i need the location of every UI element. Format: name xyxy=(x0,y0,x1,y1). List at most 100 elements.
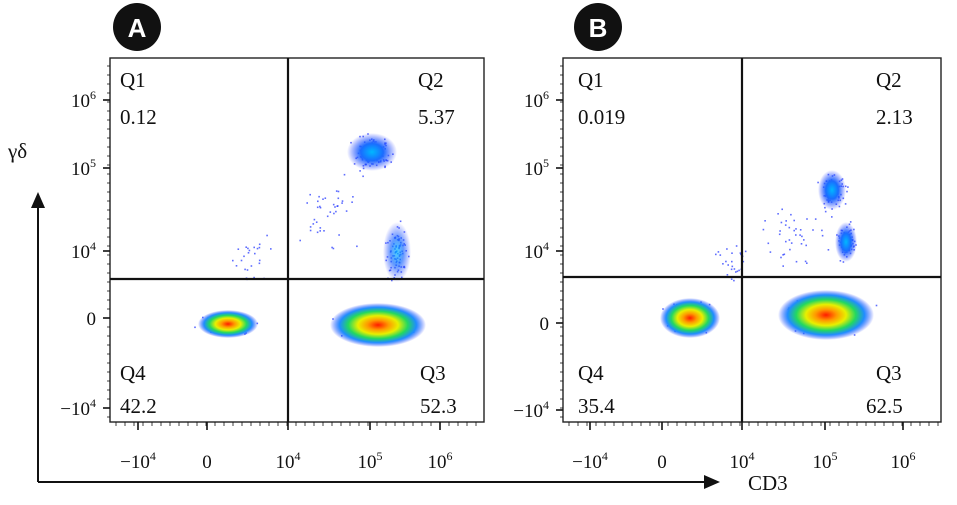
event-dot xyxy=(800,243,803,245)
event-dot xyxy=(359,170,361,172)
event-dot xyxy=(801,235,803,238)
panel-a-badge xyxy=(113,3,161,51)
event-dot xyxy=(343,173,346,176)
panel-a-plot-frame xyxy=(109,57,485,423)
event-dot xyxy=(788,239,791,241)
event-dot xyxy=(258,243,261,246)
panel-b-population-double-negative xyxy=(660,298,720,338)
event-dot xyxy=(767,242,770,245)
event-dot xyxy=(331,246,333,249)
panel-a-x-tick-label: 105 xyxy=(358,449,383,473)
event-dot xyxy=(715,253,717,256)
event-dot xyxy=(804,260,807,263)
event-dot xyxy=(827,249,830,251)
event-dot xyxy=(332,203,335,206)
event-dot xyxy=(299,239,301,242)
panel-b-x-tick-label: −104 xyxy=(572,449,608,473)
panel-b-population-gd-high xyxy=(818,170,846,210)
panel-a-x-tick-label: 104 xyxy=(276,449,301,473)
panel-b-x-tick-label: 106 xyxy=(891,449,916,473)
event-dot xyxy=(722,263,724,265)
event-dot xyxy=(842,261,845,263)
event-dot xyxy=(337,205,339,207)
event-dot xyxy=(253,246,255,249)
event-dot xyxy=(778,233,781,236)
panel-b-x-tick-label: 104 xyxy=(730,449,755,473)
event-dot xyxy=(726,248,728,250)
event-dot xyxy=(337,197,340,200)
event-dot xyxy=(812,229,814,231)
event-dot xyxy=(244,268,246,271)
event-dot xyxy=(338,234,340,236)
event-dot xyxy=(319,227,322,229)
panel-a-x-axis: −104 0 104 105 106 xyxy=(115,422,477,473)
panel-a: A Q1 0.12 Q2 5.37 Q3 52.3 Q4 42.2 106 105… xyxy=(60,3,485,473)
event-dot xyxy=(744,250,747,253)
event-dot xyxy=(235,265,238,267)
event-dot xyxy=(243,255,245,258)
event-dot xyxy=(334,206,336,208)
panel-a-label: A xyxy=(128,13,147,43)
panel-a-population-double-negative xyxy=(198,310,258,338)
event-dot xyxy=(315,221,318,223)
event-dot xyxy=(247,247,249,250)
panel-b-y-tick-label: 0 xyxy=(540,314,550,335)
event-dot xyxy=(849,221,852,223)
event-dot xyxy=(785,240,787,243)
event-dot xyxy=(322,198,324,200)
event-dot xyxy=(736,270,739,273)
event-dot xyxy=(821,234,824,237)
event-dot xyxy=(846,190,848,193)
event-dot xyxy=(806,218,808,220)
event-dot xyxy=(399,220,402,223)
panel-b: B Q1 0.019 Q2 2.13 Q3 62.5 Q4 35.4 10610… xyxy=(513,3,942,473)
event-dot xyxy=(248,249,251,252)
panel-b-y-axis: 106 105 104 0 −104 xyxy=(513,65,563,422)
event-dot xyxy=(739,252,742,254)
event-dot xyxy=(246,269,249,271)
panel-b-y-tick-label: −104 xyxy=(513,398,549,422)
y-axis-title: γδ xyxy=(7,139,27,163)
event-dot xyxy=(316,206,319,209)
event-dot xyxy=(730,268,733,271)
panel-a-q3-name: Q3 xyxy=(420,361,446,385)
panel-a-y-tick-label: 0 xyxy=(87,309,97,330)
x-axis-title: CD3 xyxy=(748,471,788,495)
panel-b-q2-value: 2.13 xyxy=(876,105,913,129)
panel-a-q3-value: 52.3 xyxy=(420,394,457,418)
event-dot xyxy=(362,175,364,178)
event-dot xyxy=(323,230,325,232)
event-dot xyxy=(730,278,733,280)
panel-b-y-tick-label: 105 xyxy=(524,156,549,180)
event-dot xyxy=(232,259,234,262)
x-axis-arrowhead xyxy=(704,475,720,489)
event-dot xyxy=(332,247,335,250)
event-dot xyxy=(785,220,787,222)
event-dot xyxy=(391,279,393,282)
event-dot xyxy=(839,260,842,262)
panel-a-x-tick-label: 0 xyxy=(202,452,212,473)
event-dot xyxy=(306,202,308,204)
event-dot xyxy=(764,220,766,222)
event-dot xyxy=(317,200,319,203)
panel-b-q3-name: Q3 xyxy=(876,361,902,385)
panel-a-q1-name: Q1 xyxy=(120,68,146,92)
event-dot xyxy=(731,260,733,263)
event-dot xyxy=(245,246,247,248)
event-dot xyxy=(337,190,340,193)
event-dot xyxy=(847,186,849,188)
event-dot xyxy=(735,245,738,247)
event-dot xyxy=(735,271,737,273)
panel-b-y-tick-label: 104 xyxy=(524,239,549,263)
panel-b-badge xyxy=(574,3,622,51)
event-dot xyxy=(799,234,801,236)
event-dot xyxy=(662,308,664,310)
event-dot xyxy=(789,248,791,251)
panel-b-y-tick-label: 106 xyxy=(524,88,549,112)
event-dot xyxy=(824,210,827,213)
event-dot xyxy=(762,228,765,231)
panel-a-q1-value: 0.12 xyxy=(120,105,157,129)
event-dot xyxy=(356,245,358,248)
event-dot xyxy=(726,274,729,276)
event-dot xyxy=(779,230,781,232)
